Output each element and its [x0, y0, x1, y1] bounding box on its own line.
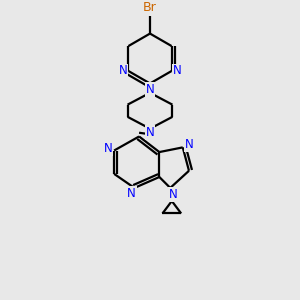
Text: Br: Br — [143, 1, 157, 14]
Text: N: N — [127, 187, 136, 200]
Text: N: N — [169, 188, 178, 201]
Text: N: N — [103, 142, 112, 155]
Text: N: N — [146, 82, 154, 96]
Text: N: N — [118, 64, 127, 77]
Text: N: N — [146, 126, 154, 139]
Text: N: N — [173, 64, 182, 77]
Text: N: N — [184, 138, 194, 152]
